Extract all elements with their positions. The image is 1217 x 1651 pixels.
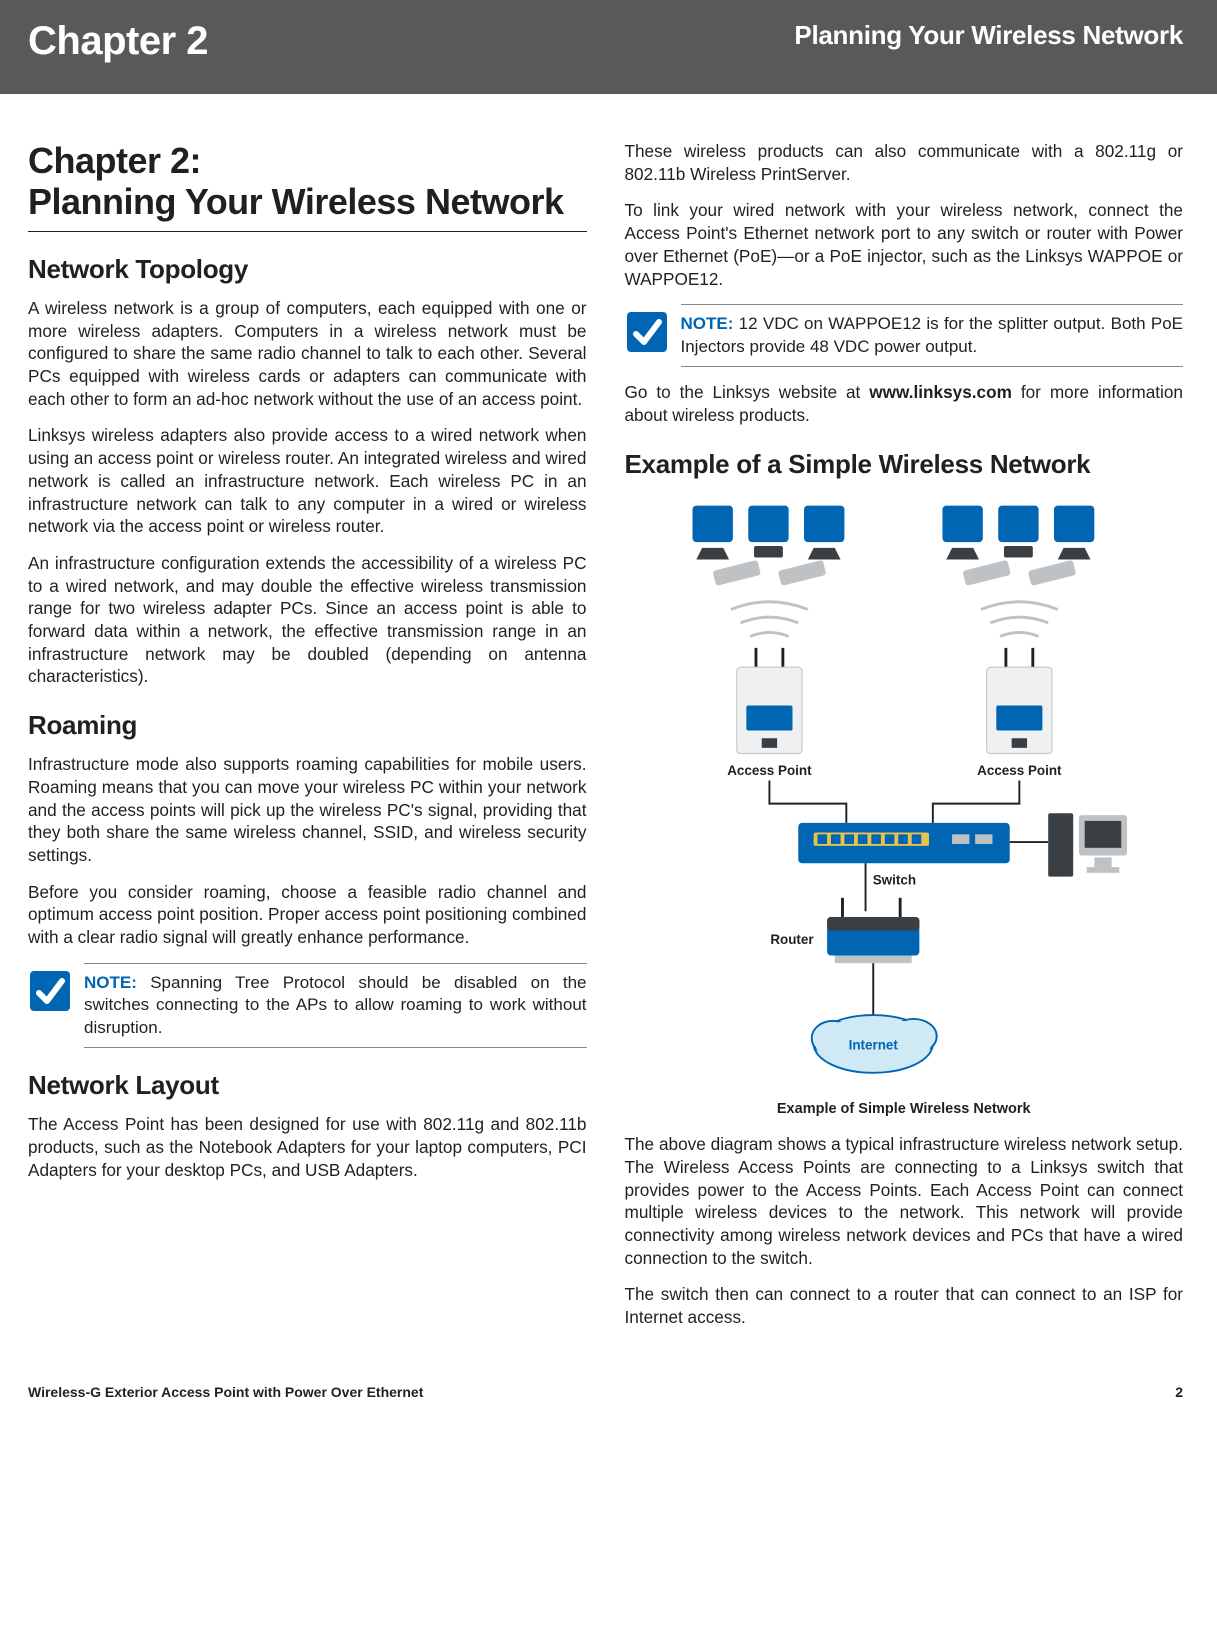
paragraph: The Access Point has been designed for u…: [28, 1113, 587, 1181]
switch-icon: [798, 822, 1009, 862]
page-title: Planning Your Wireless Network: [794, 14, 1183, 53]
access-point-right-icon: [986, 647, 1051, 753]
section-heading-network-layout: Network Layout: [28, 1068, 587, 1103]
network-diagram: Access Point Access Point: [654, 496, 1154, 1092]
paragraph: The above diagram shows a typical infras…: [625, 1133, 1184, 1269]
paragraph-website: Go to the Linksys website at www.linksys…: [625, 381, 1184, 426]
chapter-title: Chapter 2: Planning Your Wireless Networ…: [28, 140, 587, 232]
paragraph: These wireless products can also communi…: [625, 140, 1184, 185]
note-box-poe: NOTE: 12 VDC on WAPPOE12 is for the spli…: [625, 304, 1184, 367]
radio-waves-left-icon: [731, 601, 808, 636]
section-heading-roaming: Roaming: [28, 708, 587, 743]
chapter-header-bar: Chapter 2 Planning Your Wireless Network: [0, 0, 1217, 94]
link-ap2-switch: [933, 780, 1020, 822]
checkmark-icon: [28, 969, 72, 1013]
page-body: Chapter 2: Planning Your Wireless Networ…: [0, 94, 1217, 1343]
access-point-left-icon: [736, 647, 801, 753]
note-text-wrap: NOTE: Spanning Tree Protocol should be d…: [84, 963, 587, 1048]
desktop-pc-icon: [1009, 813, 1126, 876]
access-point-left-label: Access Point: [727, 762, 812, 777]
section-heading-example: Example of a Simple Wireless Network: [625, 447, 1184, 482]
left-column: Chapter 2: Planning Your Wireless Networ…: [28, 140, 587, 1343]
section-heading-network-topology: Network Topology: [28, 252, 587, 287]
router-icon: [827, 897, 919, 962]
website-pre: Go to the Linksys website at: [625, 382, 870, 402]
note-body: Spanning Tree Protocol should be disable…: [84, 973, 587, 1037]
note-label: NOTE:: [681, 314, 734, 333]
chapter-label: Chapter 2: [28, 14, 208, 68]
internet-label: Internet: [848, 1037, 898, 1052]
paragraph: The switch then can connect to a router …: [625, 1283, 1184, 1328]
access-point-right-label: Access Point: [977, 762, 1062, 777]
note-label: NOTE:: [84, 973, 137, 992]
checkmark-icon: [625, 310, 669, 354]
page-footer: Wireless-G Exterior Access Point with Po…: [0, 1343, 1217, 1426]
wireless-device-group-left: [692, 505, 844, 585]
wireless-device-group-right: [942, 505, 1094, 585]
note-box-roaming: NOTE: Spanning Tree Protocol should be d…: [28, 963, 587, 1048]
paragraph: An infrastructure configuration extends …: [28, 552, 587, 688]
paragraph: To link your wired network with your wir…: [625, 199, 1184, 290]
paragraph: Infrastructure mode also supports roamin…: [28, 753, 587, 867]
website-link-text: www.linksys.com: [869, 382, 1012, 402]
note-text: NOTE: Spanning Tree Protocol should be d…: [84, 972, 587, 1039]
link-ap1-switch: [769, 780, 846, 822]
note-text-wrap: NOTE: 12 VDC on WAPPOE12 is for the spli…: [681, 304, 1184, 367]
network-diagram-figure: Access Point Access Point: [625, 496, 1184, 1092]
note-text: NOTE: 12 VDC on WAPPOE12 is for the spli…: [681, 313, 1184, 358]
figure-caption: Example of Simple Wireless Network: [625, 1100, 1184, 1120]
footer-product-name: Wireless-G Exterior Access Point with Po…: [28, 1383, 423, 1402]
paragraph: Before you consider roaming, choose a fe…: [28, 881, 587, 949]
paragraph: Linksys wireless adapters also provide a…: [28, 424, 587, 538]
radio-waves-right-icon: [981, 601, 1058, 636]
note-body: 12 VDC on WAPPOE12 is for the splitter o…: [681, 314, 1184, 355]
right-column: These wireless products can also communi…: [625, 140, 1184, 1343]
footer-page-number: 2: [1175, 1383, 1183, 1402]
paragraph: A wireless network is a group of compute…: [28, 297, 587, 411]
router-label: Router: [770, 932, 814, 947]
switch-label: Switch: [872, 872, 915, 887]
